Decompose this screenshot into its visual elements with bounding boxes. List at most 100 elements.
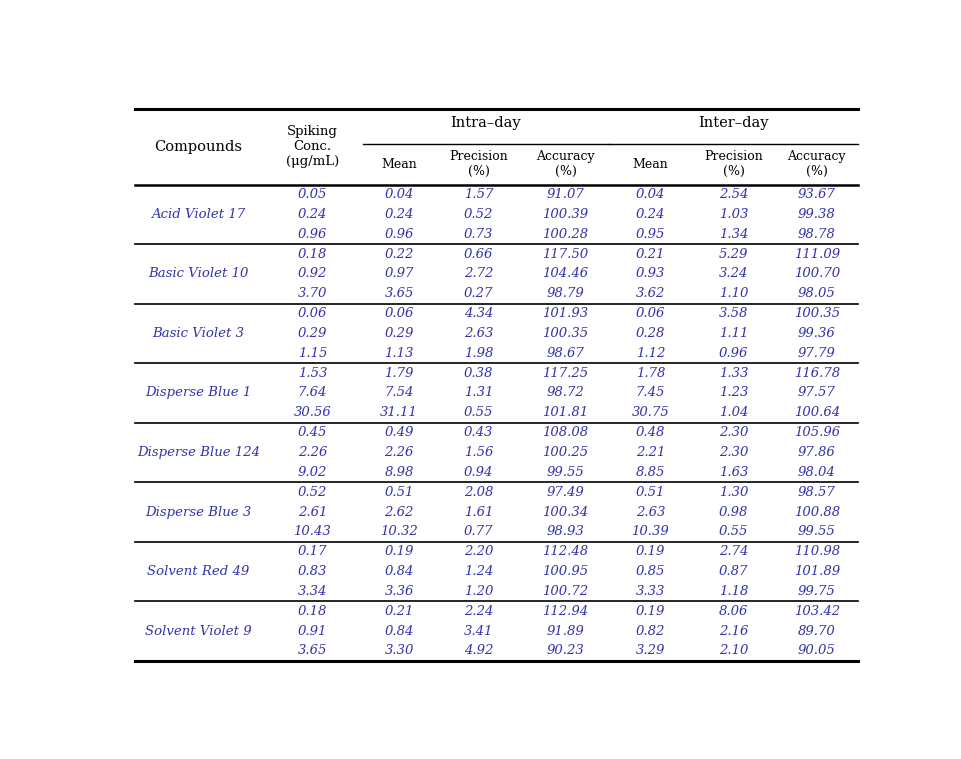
Text: 0.24: 0.24 [635, 208, 664, 221]
Text: 3.29: 3.29 [635, 644, 664, 657]
Text: 9.02: 9.02 [297, 466, 327, 479]
Text: 99.38: 99.38 [797, 208, 835, 221]
Text: 2.20: 2.20 [463, 545, 493, 559]
Text: 0.83: 0.83 [297, 565, 327, 578]
Text: 0.82: 0.82 [635, 625, 664, 638]
Text: 3.70: 3.70 [297, 287, 327, 301]
Text: 0.19: 0.19 [635, 605, 664, 618]
Text: 0.91: 0.91 [297, 625, 327, 638]
Text: 0.06: 0.06 [635, 307, 664, 320]
Text: Disperse Blue 1: Disperse Blue 1 [145, 386, 252, 399]
Text: 0.87: 0.87 [718, 565, 748, 578]
Text: 1.33: 1.33 [718, 367, 748, 380]
Text: 100.35: 100.35 [542, 327, 588, 340]
Text: 98.57: 98.57 [797, 486, 835, 499]
Text: 0.24: 0.24 [297, 208, 327, 221]
Text: 3.33: 3.33 [635, 585, 664, 598]
Text: 1.79: 1.79 [384, 367, 413, 380]
Text: 105.96: 105.96 [793, 426, 839, 439]
Text: 0.96: 0.96 [297, 228, 327, 241]
Text: 2.10: 2.10 [718, 644, 748, 657]
Text: 98.79: 98.79 [546, 287, 583, 301]
Text: 7.64: 7.64 [297, 386, 327, 399]
Text: 2.24: 2.24 [463, 605, 493, 618]
Text: 1.63: 1.63 [718, 466, 748, 479]
Text: 97.57: 97.57 [797, 386, 835, 399]
Text: 0.97: 0.97 [384, 267, 413, 280]
Text: 1.20: 1.20 [463, 585, 493, 598]
Text: 0.96: 0.96 [384, 228, 413, 241]
Text: 8.98: 8.98 [384, 466, 413, 479]
Text: Inter–day: Inter–day [698, 116, 768, 130]
Text: 1.18: 1.18 [718, 585, 748, 598]
Text: 116.78: 116.78 [793, 367, 839, 380]
Text: Mean: Mean [381, 158, 416, 171]
Text: 10.32: 10.32 [380, 525, 418, 538]
Text: Precision
(%): Precision (%) [449, 150, 507, 178]
Text: 0.85: 0.85 [635, 565, 664, 578]
Text: 90.05: 90.05 [797, 644, 835, 657]
Text: 98.78: 98.78 [797, 228, 835, 241]
Text: 1.12: 1.12 [635, 347, 664, 360]
Text: 0.29: 0.29 [297, 327, 327, 340]
Text: 99.36: 99.36 [797, 327, 835, 340]
Text: 30.75: 30.75 [631, 406, 669, 419]
Text: 112.48: 112.48 [542, 545, 588, 559]
Text: 1.98: 1.98 [463, 347, 493, 360]
Text: 3.30: 3.30 [384, 644, 413, 657]
Text: 0.55: 0.55 [463, 406, 493, 419]
Text: 1.15: 1.15 [297, 347, 327, 360]
Text: 2.26: 2.26 [297, 446, 327, 459]
Text: 100.95: 100.95 [542, 565, 588, 578]
Text: 100.88: 100.88 [793, 505, 839, 518]
Text: 101.81: 101.81 [542, 406, 588, 419]
Text: 0.06: 0.06 [384, 307, 413, 320]
Text: 108.08: 108.08 [542, 426, 588, 439]
Text: 100.70: 100.70 [793, 267, 839, 280]
Text: 1.78: 1.78 [635, 367, 664, 380]
Text: 7.54: 7.54 [384, 386, 413, 399]
Text: Precision
(%): Precision (%) [703, 150, 762, 178]
Text: 0.51: 0.51 [635, 486, 664, 499]
Text: 3.36: 3.36 [384, 585, 413, 598]
Text: 2.16: 2.16 [718, 625, 748, 638]
Text: 103.42: 103.42 [793, 605, 839, 618]
Text: Solvent Red 49: Solvent Red 49 [147, 565, 249, 578]
Text: 100.35: 100.35 [793, 307, 839, 320]
Text: 2.21: 2.21 [635, 446, 664, 459]
Text: 0.84: 0.84 [384, 625, 413, 638]
Text: 31.11: 31.11 [380, 406, 418, 419]
Text: 98.67: 98.67 [546, 347, 583, 360]
Text: 10.39: 10.39 [631, 525, 669, 538]
Text: 1.10: 1.10 [718, 287, 748, 301]
Text: 98.04: 98.04 [797, 466, 835, 479]
Text: Disperse Blue 124: Disperse Blue 124 [136, 446, 259, 459]
Text: 1.11: 1.11 [718, 327, 748, 340]
Text: 1.31: 1.31 [463, 386, 493, 399]
Text: 8.85: 8.85 [635, 466, 664, 479]
Text: 0.06: 0.06 [297, 307, 327, 320]
Text: 101.89: 101.89 [793, 565, 839, 578]
Text: 0.19: 0.19 [635, 545, 664, 559]
Text: 0.55: 0.55 [718, 525, 748, 538]
Text: 0.05: 0.05 [297, 188, 327, 201]
Text: 2.61: 2.61 [297, 505, 327, 518]
Text: 2.74: 2.74 [718, 545, 748, 559]
Text: 0.19: 0.19 [384, 545, 413, 559]
Text: 1.24: 1.24 [463, 565, 493, 578]
Text: 98.72: 98.72 [546, 386, 583, 399]
Text: Spiking
Conc.
(μg/mL): Spiking Conc. (μg/mL) [285, 125, 338, 168]
Text: Disperse Blue 3: Disperse Blue 3 [145, 505, 252, 518]
Text: 0.28: 0.28 [635, 327, 664, 340]
Text: 1.03: 1.03 [718, 208, 748, 221]
Text: 3.62: 3.62 [635, 287, 664, 301]
Text: 2.30: 2.30 [718, 426, 748, 439]
Text: 117.25: 117.25 [542, 367, 588, 380]
Text: 4.34: 4.34 [463, 307, 493, 320]
Text: 1.56: 1.56 [463, 446, 493, 459]
Text: 99.55: 99.55 [546, 466, 583, 479]
Text: 2.63: 2.63 [463, 327, 493, 340]
Text: 0.04: 0.04 [635, 188, 664, 201]
Text: 111.09: 111.09 [793, 247, 839, 260]
Text: 97.49: 97.49 [546, 486, 583, 499]
